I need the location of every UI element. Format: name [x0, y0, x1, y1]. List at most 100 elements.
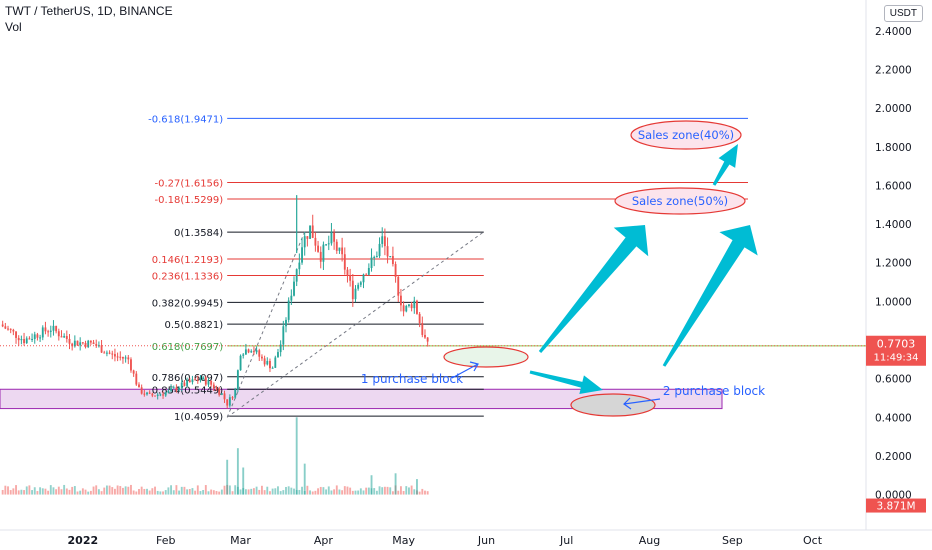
- candle-body: [306, 236, 308, 239]
- candle-body: [379, 244, 381, 256]
- candle-body: [31, 339, 33, 340]
- volume-bar: [397, 491, 399, 495]
- volume-bar: [12, 488, 14, 494]
- candle-body: [365, 275, 367, 276]
- volume-bar: [114, 489, 116, 495]
- volume-bar: [111, 487, 113, 494]
- volume-bar: [325, 489, 327, 494]
- volume-bar: [138, 489, 140, 495]
- candle-body: [344, 254, 346, 269]
- volume-bar: [192, 488, 194, 494]
- volume-bar: [109, 486, 111, 495]
- candle-body: [384, 236, 386, 246]
- volume-bar: [232, 491, 234, 494]
- candle-body: [77, 341, 79, 346]
- candle-body: [229, 397, 231, 405]
- time-tick-label: Jun: [477, 534, 495, 547]
- volume-bar: [256, 487, 258, 495]
- candle-body: [213, 385, 215, 389]
- candle-body: [330, 232, 332, 243]
- volume-bar: [330, 490, 332, 494]
- volume-bar: [90, 491, 92, 495]
- candle-body: [416, 301, 418, 314]
- volume-bar: [344, 486, 346, 494]
- sales-zone-50-text: Sales zone(50%): [632, 194, 728, 208]
- candle-body: [45, 327, 47, 331]
- volume-bar: [253, 488, 255, 494]
- candle-body: [347, 270, 349, 276]
- volume-bar: [389, 487, 391, 494]
- volume-bar: [141, 487, 143, 495]
- volume-bar: [314, 491, 316, 495]
- candle-body: [4, 326, 6, 328]
- candle-body: [424, 335, 426, 338]
- volume-bar: [272, 489, 274, 495]
- volume-bar: [288, 486, 290, 494]
- price-tick-label: 0.4000: [875, 412, 912, 424]
- volume-bar: [103, 488, 105, 495]
- candle-body: [55, 326, 57, 331]
- volume-bar: [181, 487, 183, 495]
- volume-bar: [317, 488, 319, 494]
- candle-body: [58, 331, 60, 336]
- candle-body: [216, 389, 218, 390]
- volume-bar: [376, 491, 378, 495]
- last-price-value: 0.7703: [877, 338, 916, 351]
- candle-body: [2, 325, 4, 327]
- candle-body: [23, 339, 25, 343]
- volume-bar: [53, 487, 55, 494]
- candle-body: [224, 393, 226, 399]
- price-tick-label: 0.6000: [875, 374, 912, 386]
- volume-bar: [226, 460, 228, 495]
- volume-bar: [365, 488, 367, 495]
- volume-bar: [349, 488, 351, 495]
- candle-body: [232, 397, 234, 398]
- candle-body: [301, 247, 303, 262]
- volume-bar: [368, 488, 370, 495]
- volume-bar: [69, 490, 71, 495]
- purchase-block-2-ellipse: [571, 394, 655, 416]
- volume-bar: [130, 485, 132, 495]
- time-tick-label: 2022: [68, 534, 99, 547]
- volume-bar: [336, 485, 338, 494]
- volume-bar: [149, 491, 151, 495]
- volume-bar: [202, 490, 204, 495]
- last-price-countdown: 11:49:34: [874, 353, 919, 364]
- candle-body: [392, 256, 394, 264]
- volume-bar: [306, 486, 308, 495]
- volume-bar: [296, 417, 298, 494]
- volume-bar: [159, 491, 161, 494]
- volume-bar: [135, 492, 137, 495]
- volume-bar: [205, 485, 207, 495]
- candle-body: [373, 257, 375, 258]
- candle-body: [314, 238, 316, 246]
- fib-level-label: 0.382(0.9945): [152, 298, 224, 309]
- volume-bar: [269, 491, 271, 494]
- volume-bar: [413, 489, 415, 494]
- volume-bar: [26, 486, 28, 494]
- volume-bar: [395, 473, 397, 494]
- volume-bar: [258, 490, 260, 495]
- candle-body: [28, 338, 30, 339]
- volume-label: Vol: [5, 20, 22, 34]
- volume-bar: [15, 485, 17, 494]
- volume-bar: [229, 485, 231, 494]
- volume-bar: [82, 488, 84, 494]
- volume-bar: [210, 490, 212, 495]
- volume-bar: [408, 487, 410, 494]
- volume-bar: [384, 487, 386, 495]
- time-tick-label: Jul: [559, 534, 573, 547]
- volume-bar: [400, 486, 402, 494]
- candle-body: [405, 306, 407, 311]
- volume-bar: [208, 491, 210, 494]
- volume-bar: [419, 492, 421, 495]
- volume-bar: [355, 491, 357, 495]
- candle-body: [248, 349, 250, 352]
- volume-bar: [74, 486, 76, 495]
- currency-unit-button[interactable]: USDT: [884, 5, 923, 22]
- volume-bar: [167, 487, 169, 494]
- volume-bar: [371, 475, 373, 494]
- candle-body: [79, 342, 81, 345]
- volume-bar: [170, 485, 172, 494]
